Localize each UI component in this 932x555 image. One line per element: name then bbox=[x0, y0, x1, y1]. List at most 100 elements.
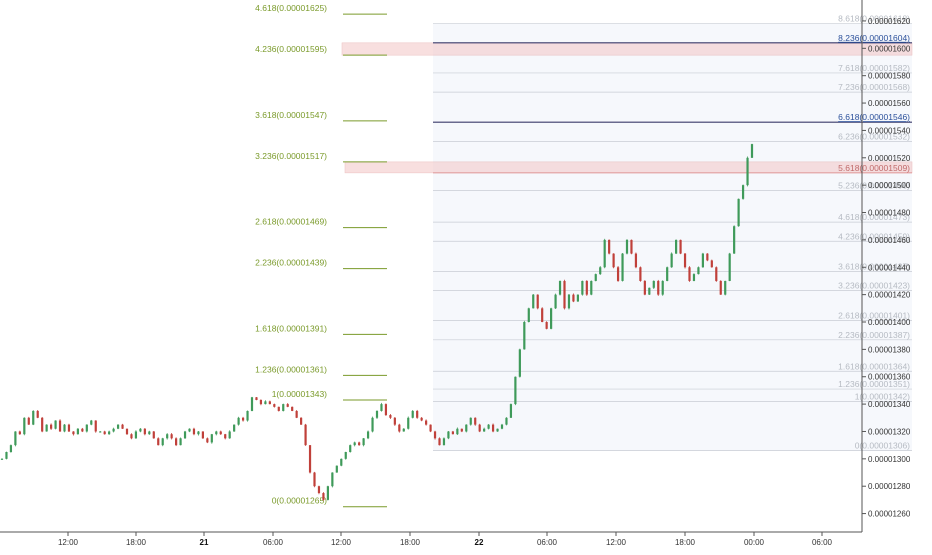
candle-body bbox=[264, 401, 267, 405]
candle-body bbox=[94, 420, 97, 432]
candle-body bbox=[241, 417, 245, 421]
candle-body bbox=[99, 431, 102, 433]
candle-body bbox=[469, 417, 472, 425]
y-tick-label: 0.00001500 bbox=[868, 181, 911, 190]
y-tick-label: 0.00001620 bbox=[868, 17, 911, 26]
fib-left-level-label: 3.618(0.00001547) bbox=[255, 110, 327, 120]
candle-body bbox=[170, 434, 173, 439]
candle-body bbox=[268, 401, 271, 405]
candle-body bbox=[634, 253, 638, 268]
candle-body bbox=[514, 376, 517, 405]
fib-right-level-label: 6.618(0.00001546) bbox=[838, 112, 910, 122]
candle-body bbox=[273, 404, 276, 407]
fib-right-level-label: 5.236(0.00001496) bbox=[838, 181, 910, 191]
candle-body bbox=[505, 417, 508, 425]
y-tick-label: 0.00001520 bbox=[868, 154, 911, 163]
candle-body bbox=[300, 417, 303, 425]
x-tick-label: 22 bbox=[475, 538, 484, 547]
candle-body bbox=[27, 417, 30, 425]
candle-body bbox=[384, 404, 388, 416]
candle-body bbox=[692, 274, 696, 281]
candle-body bbox=[366, 431, 370, 439]
candle-body bbox=[219, 431, 222, 435]
candle-body bbox=[608, 239, 611, 254]
candle-body bbox=[425, 420, 428, 425]
candle-body bbox=[308, 445, 312, 473]
candle-body bbox=[523, 322, 526, 350]
candle-body bbox=[246, 410, 249, 421]
fib-shaded-region bbox=[433, 23, 912, 451]
x-tick-label: 12:00 bbox=[331, 538, 352, 547]
candle-body bbox=[393, 417, 396, 425]
candle-body bbox=[715, 267, 718, 281]
candle-body bbox=[398, 424, 401, 432]
candle-body bbox=[215, 431, 218, 435]
fib-right-level-label: 1(0.00001342) bbox=[855, 391, 910, 401]
candle-body bbox=[509, 404, 513, 418]
candle-body bbox=[621, 253, 624, 281]
candle-body bbox=[661, 280, 664, 295]
fib-left-level-label: 2.618(0.00001469) bbox=[255, 217, 327, 227]
y-tick-label: 0.00001580 bbox=[868, 72, 911, 81]
candle-body bbox=[143, 428, 146, 435]
fib-extension-right: 8.618(0.00001618) 8.236(0.00001604) 7.618(… bbox=[433, 14, 912, 451]
fib-left-level-label: 3.236(0.00001517) bbox=[255, 151, 327, 161]
fib-right-level-label: 7.236(0.00001568) bbox=[838, 82, 910, 92]
candle-body bbox=[304, 424, 307, 446]
fib-left-level-label: 1(0.00001343) bbox=[272, 389, 327, 399]
fib-right-level-label: 7.618(0.00001582) bbox=[838, 63, 910, 73]
candle-body bbox=[317, 486, 321, 494]
candle-body bbox=[380, 404, 383, 411]
x-tick-label: 18:00 bbox=[126, 538, 147, 547]
candle-body bbox=[179, 438, 182, 446]
candle-body bbox=[688, 267, 691, 281]
candle-body bbox=[116, 424, 120, 429]
candle-body bbox=[416, 410, 419, 418]
candle-body bbox=[599, 267, 602, 275]
candle-body bbox=[630, 239, 633, 254]
candle-body bbox=[666, 267, 669, 281]
candle-body bbox=[474, 417, 477, 425]
candles bbox=[0, 143, 754, 501]
candle-body bbox=[201, 431, 204, 439]
candle-body bbox=[0, 458, 4, 460]
candle-body bbox=[331, 472, 334, 487]
candle-body bbox=[210, 434, 213, 443]
y-tick-label: 0.00001560 bbox=[868, 99, 911, 108]
y-tick-label: 0.00001380 bbox=[868, 345, 911, 354]
candle-body bbox=[250, 397, 254, 411]
candle-body bbox=[183, 431, 187, 439]
candle-body bbox=[375, 410, 379, 418]
candle-body bbox=[81, 428, 84, 432]
x-tick-label: 06:00 bbox=[263, 538, 284, 547]
candle-body bbox=[625, 239, 629, 254]
candle-body bbox=[18, 431, 21, 435]
candle-body bbox=[478, 424, 481, 432]
candle-body bbox=[581, 280, 584, 295]
candle-body bbox=[23, 417, 26, 435]
x-tick-label: 06:00 bbox=[812, 538, 833, 547]
candle-body bbox=[130, 434, 133, 439]
candle-body bbox=[407, 417, 410, 429]
candle-body bbox=[500, 424, 504, 429]
fib-right-level-label: 4.618(0.00001473) bbox=[838, 212, 910, 222]
candle-body bbox=[358, 442, 361, 446]
fib-left-level-label: 4.236(0.00001595) bbox=[255, 44, 327, 54]
candle-body bbox=[483, 428, 486, 432]
candle-body bbox=[572, 294, 575, 302]
candle-body bbox=[447, 431, 450, 439]
fib-shade-rect bbox=[433, 23, 912, 451]
candle-body bbox=[326, 486, 329, 500]
candle-body bbox=[72, 431, 75, 435]
candle-body bbox=[554, 294, 557, 309]
candle-body bbox=[648, 287, 651, 295]
x-tick-label: 00:00 bbox=[744, 538, 765, 547]
y-tick-label: 0.00001540 bbox=[868, 126, 911, 135]
candle-body bbox=[282, 404, 285, 411]
candle-body bbox=[429, 424, 432, 432]
candle-body bbox=[134, 431, 138, 439]
candle-body bbox=[639, 267, 642, 281]
candle-body bbox=[545, 322, 548, 329]
candle-body bbox=[438, 438, 441, 446]
candle-body bbox=[152, 431, 155, 439]
